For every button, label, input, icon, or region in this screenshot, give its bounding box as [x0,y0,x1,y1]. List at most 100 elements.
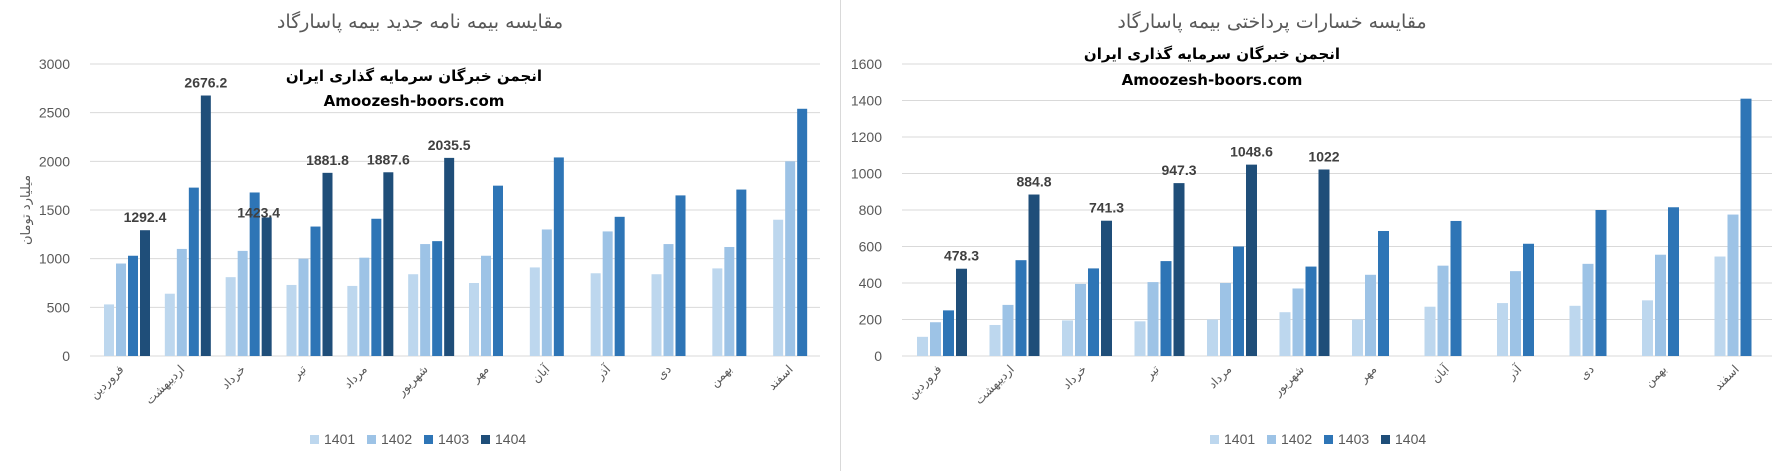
x-category-label: اردیبهشت [972,362,1018,408]
bar-1403 [188,187,199,356]
bar-1401 [651,274,662,356]
legend-label-1403: 1403 [438,431,469,447]
bar-1403 [614,216,625,356]
bar-1402 [602,231,613,356]
y-tick-label: 600 [859,239,883,255]
bar-1403 [1523,243,1534,356]
bar-1402 [930,322,941,356]
watermark-url: Amoozesh-boors.com [1122,71,1303,89]
bar-1404 [322,172,333,356]
bar-1402 [298,258,309,356]
legend-swatch-1403 [1324,435,1333,444]
chart-panel-claims-paid: مقایسه خسارات پرداختی بیمه پاسارگاد 0 200 4… [842,0,1782,471]
bar-1403 [371,218,382,356]
y-tick-label: 200 [859,312,883,328]
chart-title: مقایسه خسارات پرداختی بیمه پاسارگاد [1117,10,1426,33]
bar-1404 [1246,164,1257,356]
x-category-label: دی [1577,362,1597,382]
bar-1402 [359,257,370,356]
bar-1401 [469,283,479,356]
bar-1401 [1134,321,1146,356]
bar-1403 [1160,261,1172,356]
legend-swatch-1402 [367,435,376,444]
bar-1401 [529,267,540,356]
bar-1404 [261,217,272,356]
bar-1403 [432,241,443,356]
x-category-label: اردیبهشت [143,362,189,408]
bar-1404 [1101,220,1112,356]
bar-1401 [1569,305,1581,356]
bar-1402 [724,246,735,356]
bar-1403 [675,195,686,356]
bar-1401 [1207,319,1218,356]
x-category-label: بهمن [1642,362,1670,390]
y-tick-label: 400 [859,275,883,291]
bar-1402 [116,263,126,356]
bar-1401 [164,293,175,356]
bar-1403 [128,255,138,356]
x-category-label: تیر [1142,362,1163,383]
bar-1402 [1365,274,1376,356]
bar-1403 [1450,220,1462,356]
y-tick-label: 800 [859,202,883,218]
data-label: 1423.4 [237,204,280,220]
new-policies-chart: مقایسه بیمه نامه جدید بیمه پاسارگاد 0 500 1… [19,10,820,447]
legend-label-1401: 1401 [1224,431,1255,447]
legend-label-1404: 1404 [1395,431,1426,447]
data-label: 1048.6 [1230,144,1273,160]
bar-1402 [1292,288,1304,356]
legend-swatch-1402 [1267,435,1276,444]
legend-swatch-1401 [1210,435,1219,444]
y-tick-label: 2500 [39,105,70,121]
bar-1401 [712,268,723,356]
data-label: 947.3 [1161,162,1196,178]
bar-1402 [1582,263,1594,356]
bar-1403 [1668,207,1679,356]
bar-1402 [663,244,674,356]
bar-1402 [1510,271,1521,356]
y-tick-label: 1400 [851,93,882,109]
y-tick-label: 1600 [851,56,882,72]
bar-1402 [1002,304,1014,356]
x-category-label: فروردین [905,362,945,402]
bar-1402 [481,255,491,356]
bar-1401 [1352,319,1363,356]
bar-1403 [736,189,747,356]
y-tick-label: 0 [62,348,70,364]
chart-title: مقایسه بیمه نامه جدید بیمه پاسارگاد [277,10,563,33]
bar-1401 [1062,320,1073,356]
watermark-persian: انجمن خبرگان سرمایه گذاری ایران [286,67,542,85]
x-category-label: مهر [1356,362,1380,386]
x-category-label: آبان [1428,361,1453,386]
x-category-label: آذر [592,361,615,384]
bar-1401 [773,219,784,356]
y-tick-label: 0 [874,348,882,364]
bar-1401 [286,284,297,356]
x-category-label: فروردین [87,362,127,402]
data-label: 1022 [1308,148,1339,164]
bar-1404 [956,268,967,356]
bar-1402 [1075,283,1086,356]
y-tick-label: 1000 [851,166,882,182]
y-tick-label: 2000 [39,153,70,169]
x-category-label: دی [654,362,674,382]
data-label: 478.3 [944,248,979,264]
bar-1404 [140,230,150,356]
x-category-label: مرداد [1205,362,1235,392]
bar-1403 [797,108,808,356]
bar-1403 [1233,246,1244,356]
bar-1402 [1147,282,1159,356]
watermark-url: Amoozesh-boors.com [324,92,505,110]
bar-1403 [943,310,954,356]
bar-1403 [1595,210,1607,356]
y-tick-label: 1500 [39,202,70,218]
bar-1401 [917,336,928,356]
bar-1402 [237,250,248,356]
bar-1402 [785,161,796,356]
bar-1402 [1220,283,1231,356]
legend-swatch-1403 [424,435,433,444]
legend-label-1404: 1404 [495,431,526,447]
data-label: 1292.4 [124,209,167,225]
y-tick-label: 1200 [851,129,882,145]
bar-1401 [590,273,601,356]
